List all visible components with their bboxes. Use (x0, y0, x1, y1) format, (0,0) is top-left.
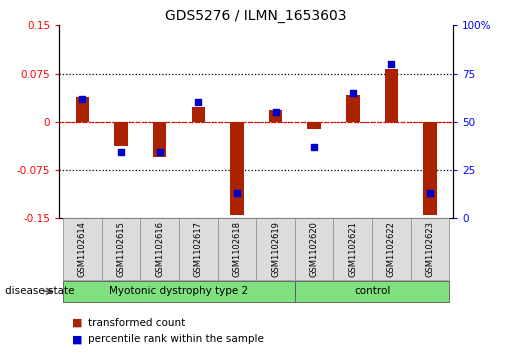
FancyBboxPatch shape (102, 218, 140, 280)
Title: GDS5276 / ILMN_1653603: GDS5276 / ILMN_1653603 (165, 9, 347, 23)
Text: GSM1102622: GSM1102622 (387, 221, 396, 277)
Text: GSM1102623: GSM1102623 (425, 221, 435, 277)
Text: GSM1102615: GSM1102615 (116, 221, 126, 277)
FancyBboxPatch shape (295, 281, 449, 302)
Point (426, 190, 434, 196)
FancyBboxPatch shape (217, 218, 256, 280)
Point (156, 150, 164, 155)
Text: Myotonic dystrophy type 2: Myotonic dystrophy type 2 (109, 286, 249, 296)
Text: GSM1102621: GSM1102621 (348, 221, 357, 277)
FancyBboxPatch shape (179, 218, 217, 280)
Text: GSM1102618: GSM1102618 (232, 221, 242, 277)
Point (194, 99, 202, 105)
Text: transformed count: transformed count (88, 318, 185, 328)
FancyBboxPatch shape (334, 218, 372, 280)
Text: GSM1102620: GSM1102620 (310, 221, 319, 277)
Bar (192, 107, 205, 122)
Point (78, 95, 87, 101)
Bar (423, 122, 437, 215)
Point (117, 150, 125, 155)
Point (310, 144, 318, 150)
Text: control: control (354, 286, 390, 296)
Bar (269, 110, 282, 122)
FancyBboxPatch shape (410, 218, 449, 280)
Bar (153, 122, 166, 157)
Text: ■: ■ (72, 318, 82, 328)
Text: GSM1102617: GSM1102617 (194, 221, 203, 277)
FancyBboxPatch shape (63, 281, 295, 302)
FancyBboxPatch shape (63, 218, 102, 280)
Bar (385, 69, 398, 122)
Bar (346, 95, 359, 122)
Bar (114, 122, 128, 146)
Point (387, 61, 396, 67)
Text: ■: ■ (72, 334, 82, 344)
Point (349, 90, 357, 95)
Text: percentile rank within the sample: percentile rank within the sample (88, 334, 264, 344)
Bar (307, 122, 321, 129)
Text: GSM1102616: GSM1102616 (155, 221, 164, 277)
Point (233, 190, 241, 196)
FancyBboxPatch shape (295, 218, 334, 280)
Point (271, 109, 280, 115)
Text: GSM1102619: GSM1102619 (271, 221, 280, 277)
Text: disease state: disease state (5, 286, 75, 296)
FancyBboxPatch shape (256, 218, 295, 280)
Bar (230, 122, 244, 215)
FancyBboxPatch shape (140, 218, 179, 280)
FancyBboxPatch shape (372, 218, 410, 280)
Text: GSM1102614: GSM1102614 (78, 221, 87, 277)
Bar (76, 97, 89, 122)
